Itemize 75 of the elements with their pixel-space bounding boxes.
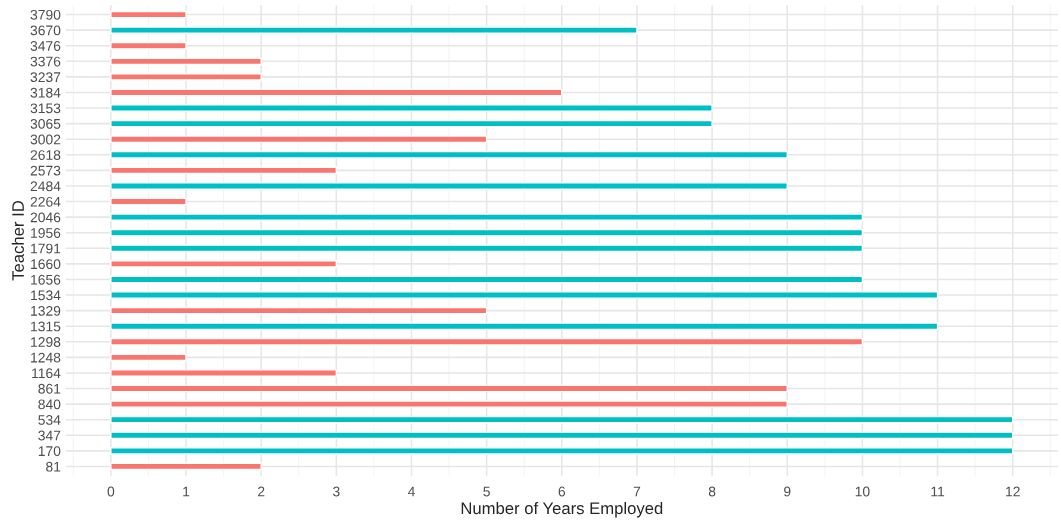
y-tick-label: 534 [38,415,61,425]
bar [110,166,338,175]
y-tick-label: 1164 [32,368,61,379]
y-axis-title: Teacher ID [11,201,24,281]
y-tick-label: 1660 [31,259,61,270]
bar [110,260,338,268]
bar [110,150,788,159]
bar [110,353,187,362]
bar [110,26,638,34]
bar [110,119,713,128]
bar [110,213,864,221]
bar [110,384,788,393]
bar [110,135,488,144]
y-tick-label: 2618 [30,150,61,160]
bar [110,10,187,19]
bar [110,291,939,299]
x-tick-label: 2 [258,486,265,497]
y-tick-label: 3376 [30,56,61,67]
bar [110,73,262,81]
y-tick-label: 3065 [30,118,61,129]
y-tick-label: 1329 [31,305,61,316]
y-tick-label: 3153 [30,103,61,114]
bar [110,462,262,471]
x-tick-label: 11 [931,486,945,497]
x-tick-label: 1 [183,486,190,497]
x-axis-title: Number of Years Employed [461,501,663,518]
bar [110,244,864,253]
y-tick-label: 1534 [31,290,61,301]
y-tick-label: 81 [46,461,61,472]
y-tick-label: 2573 [30,165,61,176]
y-tick-label: 3476 [30,41,61,51]
y-tick-label: 861 [38,383,61,394]
y-tick-label: 3670 [30,25,61,36]
bar [110,228,864,237]
bar [110,447,1014,455]
y-tick-label: 3002 [30,134,61,145]
y-tick-label: 3184 [30,87,61,98]
x-tick-label: 12 [1006,486,1020,497]
x-tick-label: 10 [855,486,870,497]
y-tick-label: 1791 [31,243,61,254]
y-tick-label: 2484 [30,181,61,192]
y-tick-label: 347 [38,430,61,441]
x-tick-label: 7 [633,486,641,497]
y-tick-label: 840 [38,399,61,410]
bar [110,41,187,50]
x-tick-label: 3 [333,486,340,497]
x-tick-label: 5 [483,486,490,497]
y-tick-label: 3237 [30,72,61,83]
bar [110,400,788,408]
y-tick-label: 1656 [31,274,61,285]
y-tick-label: 1315 [31,321,61,332]
bar [110,322,939,331]
bar [110,369,338,377]
bar [110,415,1014,424]
bar [110,57,262,66]
x-tick-label: 8 [708,486,716,497]
x-tick-label: 6 [558,486,566,497]
bar [110,104,713,112]
bar [110,431,1014,440]
bar [110,88,563,97]
y-tick-label: 1956 [31,228,61,238]
bar [110,306,488,315]
y-tick-label: 170 [38,446,61,457]
x-tick-label: 9 [784,486,791,497]
y-tick-label: 3790 [30,9,61,20]
y-tick-label: 2046 [30,212,61,223]
bar [110,197,187,206]
bar [110,275,864,284]
bar [110,182,788,190]
y-tick-label: 2264 [30,196,61,207]
y-tick-label: 1248 [31,352,61,363]
x-tick-label: 0 [107,486,115,497]
y-tick-label: 1298 [31,337,61,347]
bar [110,337,864,346]
x-tick-label: 4 [407,486,415,497]
